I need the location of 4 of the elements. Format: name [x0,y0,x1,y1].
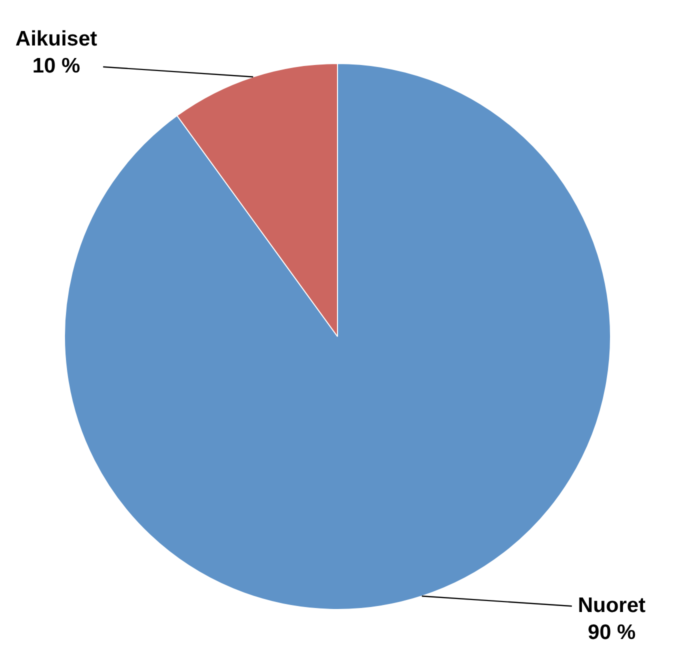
slice-label: Aikuiset [15,28,98,51]
data-label: 10 % [32,54,81,78]
data-label: 90 % [588,620,636,644]
slice-label: Nuoret [578,594,646,617]
